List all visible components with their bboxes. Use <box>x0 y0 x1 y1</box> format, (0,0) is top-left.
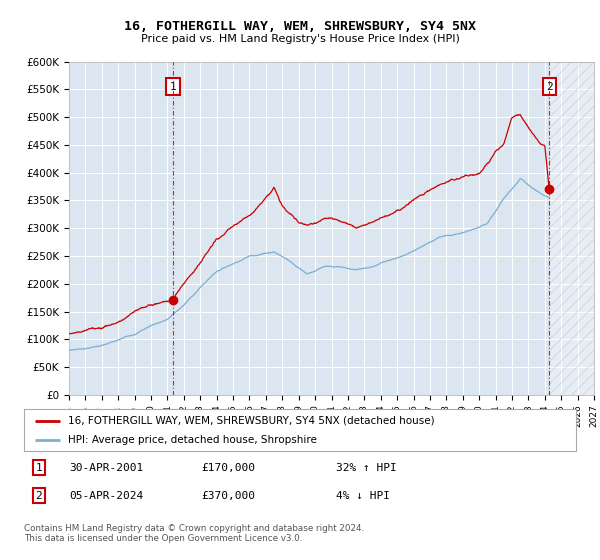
Text: 1: 1 <box>35 463 43 473</box>
Text: 16, FOTHERGILL WAY, WEM, SHREWSBURY, SY4 5NX: 16, FOTHERGILL WAY, WEM, SHREWSBURY, SY4… <box>124 20 476 32</box>
Text: 32% ↑ HPI: 32% ↑ HPI <box>336 463 397 473</box>
Text: 2: 2 <box>546 82 553 92</box>
Text: 4% ↓ HPI: 4% ↓ HPI <box>336 491 390 501</box>
Text: £170,000: £170,000 <box>201 463 255 473</box>
Text: HPI: Average price, detached house, Shropshire: HPI: Average price, detached house, Shro… <box>68 435 317 445</box>
Text: 05-APR-2024: 05-APR-2024 <box>69 491 143 501</box>
Text: 2: 2 <box>35 491 43 501</box>
Text: 16, FOTHERGILL WAY, WEM, SHREWSBURY, SY4 5NX (detached house): 16, FOTHERGILL WAY, WEM, SHREWSBURY, SY4… <box>68 416 435 426</box>
Text: Price paid vs. HM Land Registry's House Price Index (HPI): Price paid vs. HM Land Registry's House … <box>140 34 460 44</box>
Bar <box>549 62 594 395</box>
Text: £370,000: £370,000 <box>201 491 255 501</box>
Text: 30-APR-2001: 30-APR-2001 <box>69 463 143 473</box>
Text: 1: 1 <box>169 82 176 92</box>
Text: Contains HM Land Registry data © Crown copyright and database right 2024.
This d: Contains HM Land Registry data © Crown c… <box>24 524 364 543</box>
